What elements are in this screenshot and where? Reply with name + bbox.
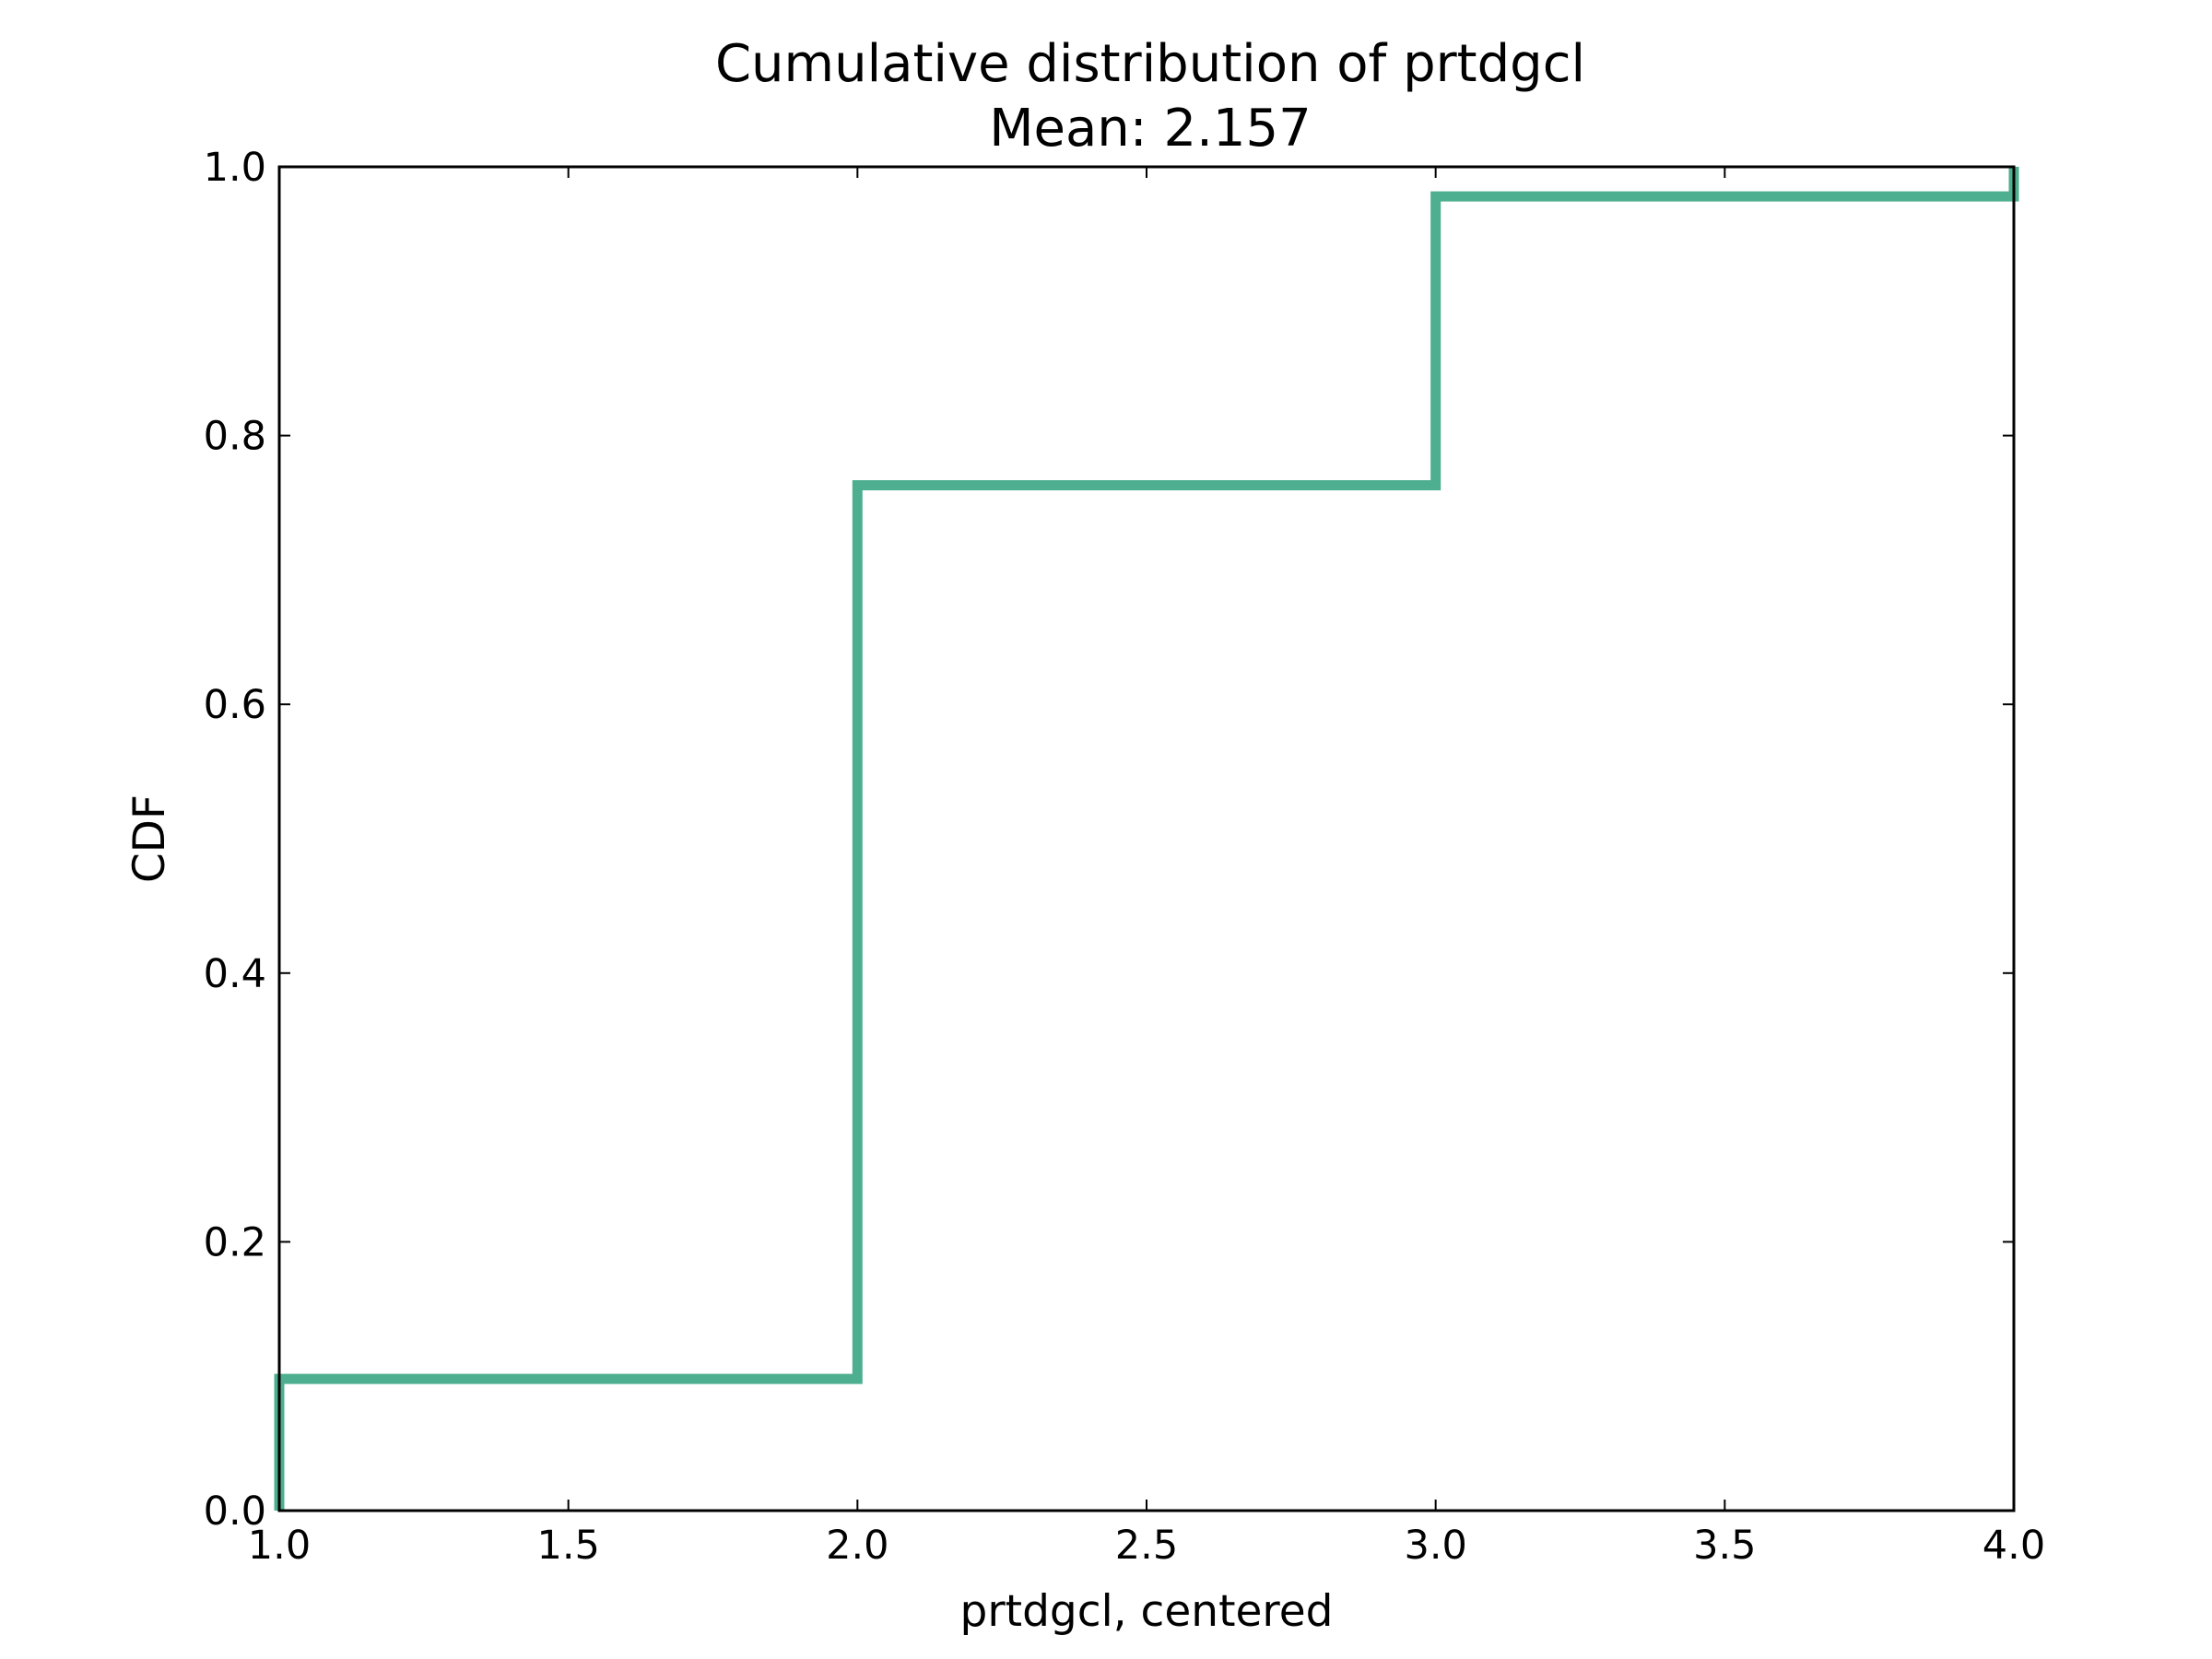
- y-tick-label: 0.6: [204, 682, 266, 728]
- y-axis-label: CDF: [124, 794, 175, 883]
- x-tick-label: 1.5: [536, 1523, 599, 1569]
- chart-title: Cumulative distribution of prtdgcl: [715, 34, 1585, 94]
- plot-frame: [277, 165, 2016, 1512]
- x-tick-label: 3.5: [1693, 1523, 1756, 1569]
- x-tick-label: 4.0: [1983, 1523, 2045, 1569]
- x-tick-label: 1.0: [248, 1523, 311, 1569]
- cdf-step-line-0: [274, 167, 2019, 1511]
- y-tick-label: 0.0: [204, 1488, 266, 1535]
- y-tick-label: 0.2: [204, 1219, 266, 1265]
- chart-subtitle: Mean: 2.157: [989, 99, 1312, 159]
- y-tick-label: 0.4: [204, 951, 266, 997]
- series-layer: [274, 167, 2019, 1511]
- x-tick-label: 3.0: [1404, 1523, 1466, 1569]
- x-axis-ticks: 1.0 1.5 2.0 2.5 3.0 3.5 4.0: [248, 167, 2045, 1569]
- y-axis-ticks: 0.0 0.2 0.4 0.6 0.8 1.0: [204, 145, 2014, 1535]
- y-tick-label: 1.0: [204, 145, 266, 191]
- y-tick-label: 0.8: [204, 414, 266, 460]
- x-tick-label: 2.5: [1115, 1523, 1178, 1569]
- x-axis-label: prtdgcl, centered: [960, 1586, 1334, 1637]
- x-tick-label: 2.0: [826, 1523, 888, 1569]
